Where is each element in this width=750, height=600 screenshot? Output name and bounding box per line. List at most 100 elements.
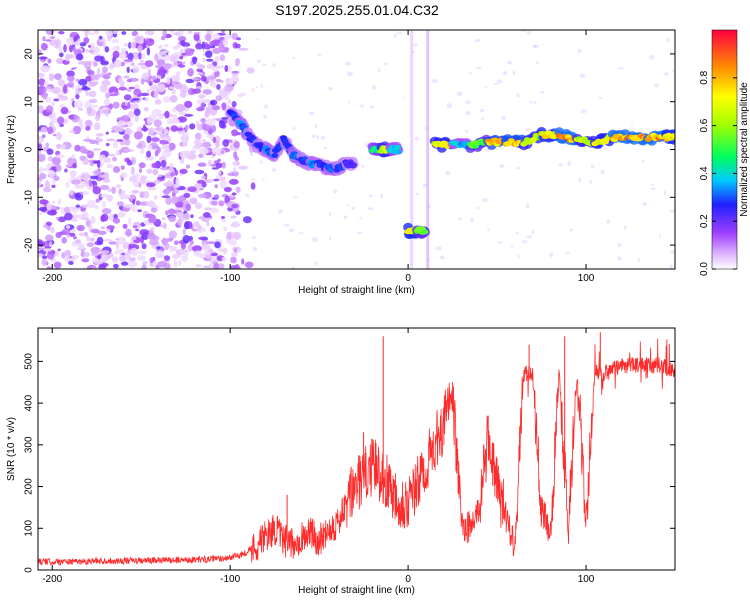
spectrogram-noise-blob <box>82 190 90 196</box>
spectrogram-noise-blob <box>263 114 268 119</box>
spectrogram-noise-blob <box>68 260 74 265</box>
spectrogram-noise-blob <box>70 218 79 222</box>
spectrogram-noise-blob <box>663 72 669 76</box>
spectrogram-noise-blob <box>49 36 55 39</box>
spectrogram-noise-blob <box>170 125 179 132</box>
spectrogram-noise-blob <box>88 179 93 187</box>
spectrogram-noise-blob <box>196 121 200 126</box>
spectrogram-noise-blob <box>120 172 128 179</box>
spectrogram-noise-blob <box>97 230 107 235</box>
spectrogram-noise-blob <box>129 257 136 262</box>
spectrogram-noise-blob <box>77 60 88 65</box>
spectrogram-noise-blob <box>220 117 229 120</box>
spectrogram-noise-blob <box>233 161 238 167</box>
spectrogram-noise-blob <box>76 224 85 232</box>
spectrogram-noise-blob <box>220 184 225 190</box>
spectrogram-noise-blob <box>116 184 122 189</box>
spectrogram-noise-blob <box>164 173 170 179</box>
spectrogram-noise-blob <box>178 64 186 68</box>
spectrogram-ridge-point <box>421 229 429 235</box>
spectrogram-noise-blob <box>56 216 60 220</box>
spectrogram-noise-blob <box>262 63 268 66</box>
spectrogram-noise-blob <box>252 235 256 240</box>
spectrogram-noise-blob <box>371 85 377 90</box>
spectrogram-noise-blob <box>262 178 265 181</box>
spectrogram-noise-blob <box>112 156 117 162</box>
spectrogram-noise-blob <box>133 108 141 117</box>
spectrogram-noise-blob <box>224 34 233 40</box>
spectrogram-noise-blob <box>163 182 172 187</box>
spectrogram-noise-blob <box>497 241 503 244</box>
spectrogram-noise-blob <box>249 152 253 156</box>
snr-trace <box>286 332 601 543</box>
spectrogram-noise-blob <box>57 248 61 252</box>
spectrogram-noise-blob <box>184 124 189 131</box>
spectrogram-noise-blob <box>140 59 145 63</box>
spectrogram-noise-blob <box>671 69 674 72</box>
spectrogram-noise-blob <box>168 86 175 90</box>
spectrogram-noise-blob <box>176 211 183 217</box>
spectrogram-noise-blob <box>52 86 61 94</box>
spectrogram-noise-blob <box>161 195 171 198</box>
spectrogram-noise-blob <box>108 93 118 97</box>
spectrogram-noise-blob <box>234 43 241 49</box>
spectrogram-noise-blob <box>526 235 533 239</box>
spectrogram-y-tick-label: -20 <box>24 237 35 252</box>
spectrogram-noise-blob <box>369 105 374 109</box>
spectrogram-noise-blob <box>92 148 102 151</box>
spectrogram-ridge-point <box>350 162 358 168</box>
spectrogram-noise-blob <box>102 40 107 49</box>
spectrogram-noise-blob <box>215 140 220 148</box>
spectrogram-noise-blob <box>617 256 622 261</box>
spectrogram-noise-blob <box>161 50 171 53</box>
spectrogram-noise-blob <box>630 124 633 127</box>
spectrogram-noise-blob <box>55 132 61 141</box>
spectrogram-noise-blob <box>58 31 65 35</box>
spectrogram-noise-blob <box>116 117 127 121</box>
snr-x-label: Height of straight line (km) <box>298 585 415 596</box>
spectrogram-noise-blob <box>79 42 87 47</box>
spectrogram-noise-blob <box>85 125 91 131</box>
spectrogram-noise-blob <box>540 90 545 94</box>
spectrogram-noise-blob <box>147 145 153 152</box>
spectrogram-noise-blob <box>99 84 108 93</box>
spectrogram-noise-blob <box>169 245 173 253</box>
spectrogram-noise-blob <box>55 164 62 172</box>
spectrogram-noise-blob <box>79 155 86 161</box>
spectrogram-noise-blob <box>160 167 170 171</box>
spectrogram-noise-blob <box>104 30 113 36</box>
spectrogram-noise-blob <box>135 228 140 232</box>
spectrogram-noise-blob <box>175 57 180 62</box>
spectrogram-noise-blob <box>69 45 73 53</box>
spectrogram-noise-blob <box>233 141 240 149</box>
spectrogram-noise-blob <box>88 50 95 53</box>
spectrogram-noise-blob <box>204 109 210 118</box>
spectrogram-noise-blob <box>191 77 200 81</box>
spectrogram-noise-blob <box>48 114 54 119</box>
spectrogram-noise-blob <box>142 260 148 265</box>
spectrogram-noise-blob <box>163 129 169 135</box>
spectrogram-noise-blob <box>140 175 146 184</box>
spectrogram-noise-blob <box>176 42 181 49</box>
spectrogram-noise-blob <box>169 30 175 34</box>
spectrogram-noise-blob <box>160 35 166 41</box>
spectrogram-noise-blob <box>86 108 96 117</box>
spectrogram-noise-blob <box>123 94 132 101</box>
spectrogram-noise-blob <box>198 236 206 240</box>
spectrogram-noise-blob <box>146 200 156 208</box>
spectrogram-noise-blob <box>669 209 675 213</box>
spectrogram-noise-blob <box>201 181 207 188</box>
spectrogram-noise-blob <box>328 86 333 91</box>
snr-y-tick-label: 0 <box>24 567 35 573</box>
spectrogram-noise-blob <box>213 194 220 199</box>
spectrogram-noise-blob <box>222 161 226 169</box>
spectrogram-noise-blob <box>135 200 141 206</box>
spectrogram-noise-blob <box>231 70 240 74</box>
snr-x-tick-label: -200 <box>42 574 62 585</box>
spectrogram-noise-blob <box>50 209 57 215</box>
spectrogram-noise-blob <box>150 207 157 213</box>
spectrogram-noise-blob <box>603 146 607 150</box>
spectrogram-noise-blob <box>263 104 268 109</box>
spectrogram-noise-blob <box>230 215 237 219</box>
